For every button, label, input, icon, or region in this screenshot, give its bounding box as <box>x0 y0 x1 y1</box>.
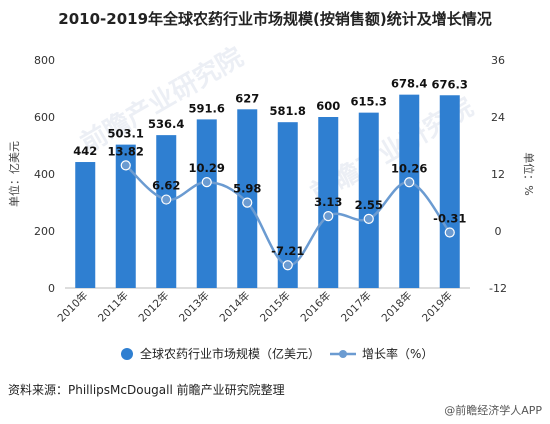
x-tick-label: 2013年 <box>176 289 212 325</box>
y-left-tick-label: 600 <box>34 111 55 124</box>
x-tick-label: 2015年 <box>257 289 293 325</box>
growth-point <box>161 194 172 205</box>
x-tick-label: 2012年 <box>136 289 172 325</box>
bar <box>196 119 217 288</box>
growth-point <box>363 213 374 224</box>
bar <box>358 112 379 289</box>
growth-point <box>444 227 455 238</box>
bar <box>75 162 96 288</box>
legend-line-label: 增长率（%） <box>362 347 434 361</box>
y-left-tick-label: 0 <box>48 282 55 295</box>
source-note: 资料来源：PhillipsMcDougall 前瞻产业研究院整理 <box>8 383 285 397</box>
growth-point <box>201 177 212 188</box>
y-left-tick-label: 200 <box>34 225 55 238</box>
y-left-tick-label: 800 <box>34 54 55 67</box>
bar-value-label: 503.1 <box>108 127 144 141</box>
y-right-tick-label: 36 <box>491 54 505 67</box>
bar <box>439 95 460 288</box>
growth-value-label: 5.98 <box>233 182 261 196</box>
bar-value-label: 676.3 <box>432 77 468 91</box>
x-tick-label: 2011年 <box>95 289 131 325</box>
credit: @前瞻经济学人APP <box>444 404 542 417</box>
bar-value-label: 678.4 <box>391 77 427 91</box>
bar <box>156 135 177 288</box>
bar <box>399 94 420 288</box>
bars <box>75 94 460 289</box>
legend-item-bar: 全球农药行业市场规模（亿美元） <box>120 345 320 362</box>
legend-bar-swatch <box>121 347 133 360</box>
growth-value-label: -7.21 <box>271 244 304 258</box>
bar-value-label: 581.8 <box>270 104 306 118</box>
bar <box>318 117 339 288</box>
bar <box>277 122 298 288</box>
x-tick-label: 2018年 <box>379 289 415 325</box>
growth-value-label: 10.26 <box>391 161 427 175</box>
y-right-tick-label: 12 <box>491 168 505 181</box>
bar-value-label: 627 <box>235 91 259 105</box>
legend: 全球农药行业市场规模（亿美元） 增长率（%） <box>0 345 550 367</box>
growth-point <box>282 260 293 271</box>
x-tick-label: 2016年 <box>298 289 334 325</box>
chart-title: 2010-2019年全球农药行业市场规模(按销售额)统计及增长情况 <box>58 10 492 28</box>
growth-value-label: -0.31 <box>433 211 466 225</box>
legend-line-swatch <box>330 349 356 358</box>
bar-value-label: 615.3 <box>351 95 387 109</box>
growth-line <box>120 160 455 271</box>
y-right-axis-title: 单位：% <box>522 152 536 195</box>
x-tick-label: 2010年 <box>55 289 91 325</box>
growth-value-label: 13.82 <box>108 144 144 158</box>
growth-point <box>120 160 131 171</box>
growth-value-label: 3.13 <box>314 195 342 209</box>
y-right-tick-label: -12 <box>489 282 507 295</box>
bar <box>115 144 136 288</box>
x-tick-label: 2014年 <box>217 289 253 325</box>
bar-value-label: 442 <box>73 144 97 158</box>
growth-point <box>323 211 334 222</box>
bar-value-label: 536.4 <box>148 117 184 131</box>
y-left-axis-title: 单位：亿美元 <box>7 141 21 207</box>
growth-value-label: 10.29 <box>189 161 225 175</box>
bar-value-label: 591.6 <box>189 101 225 115</box>
y-left-tick-label: 400 <box>34 168 55 181</box>
growth-point <box>242 197 253 208</box>
growth-point <box>404 177 415 188</box>
y-right-tick-label: 0 <box>495 225 502 238</box>
x-tick-label: 2019年 <box>419 289 455 325</box>
bar-value-label: 600 <box>316 99 340 113</box>
growth-value-label: 6.62 <box>152 179 180 193</box>
legend-bar-label: 全球农药行业市场规模（亿美元） <box>140 347 321 361</box>
x-tick-label: 2017年 <box>338 289 374 325</box>
legend-item-line: 增长率（%） <box>330 345 433 362</box>
growth-value-label: 2.55 <box>355 198 383 212</box>
data-labels: 442 503.1 536.4 591.6 627 581.8 600 615.3 678.4 6… <box>73 77 468 259</box>
y-right-tick-label: 24 <box>491 111 505 124</box>
